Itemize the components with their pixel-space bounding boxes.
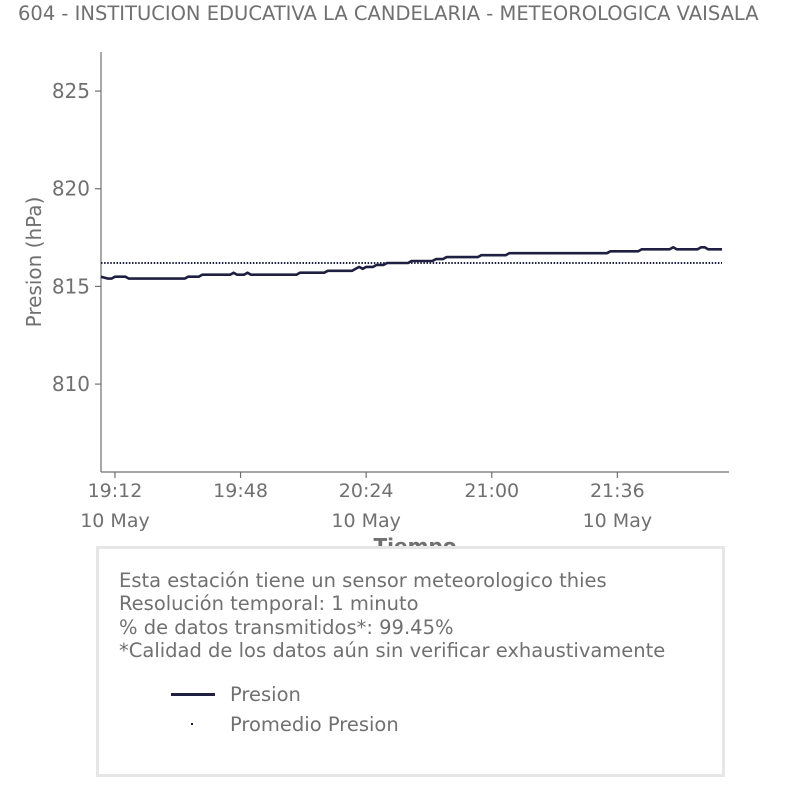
x-tick-label-time: 20:24 [339, 480, 394, 502]
legend-label-promedio: Promedio Presion [230, 712, 399, 736]
legend-item-presion: Presion [171, 682, 301, 706]
info-text: Esta estación tiene un sensor meteorolog… [119, 569, 665, 662]
y-axis-label: Presion (hPa) [22, 197, 46, 328]
series-line-presion [100, 246, 722, 280]
legend-swatch-dotted [171, 712, 215, 736]
y-tick-label: 820 [52, 177, 90, 201]
x-tick-label-date: 10 May [80, 510, 150, 532]
y-tick-label: 815 [52, 274, 90, 298]
y-tick-label: 810 [52, 372, 90, 396]
x-tick-label-time: 21:36 [590, 480, 645, 502]
y-tick-label: 825 [52, 79, 90, 103]
x-tick-label-date: 10 May [583, 510, 653, 532]
info-box: Esta estación tiene un sensor meteorolog… [96, 546, 725, 777]
info-line-transmitted: % de datos transmitidos*: 99.45% [119, 615, 454, 639]
legend-swatch-solid [171, 682, 215, 706]
legend-item-promedio: Promedio Presion [171, 712, 399, 736]
info-line-quality: *Calidad de los datos aún sin verificar … [119, 638, 666, 662]
info-line-sensor: Esta estación tiene un sensor meteorolog… [119, 569, 607, 592]
info-line-resolution: Resolución temporal: 1 minuto [119, 592, 419, 616]
page-title: 604 - INSTITUCION EDUCATIVA LA CANDELARI… [18, 2, 759, 25]
legend-label-presion: Presion [230, 682, 301, 706]
x-tick-label-time: 19:48 [213, 480, 268, 502]
x-tick-label-date: 10 May [331, 510, 401, 532]
x-tick-label-time: 21:00 [464, 480, 519, 502]
x-tick-label-time: 19:12 [88, 480, 143, 502]
